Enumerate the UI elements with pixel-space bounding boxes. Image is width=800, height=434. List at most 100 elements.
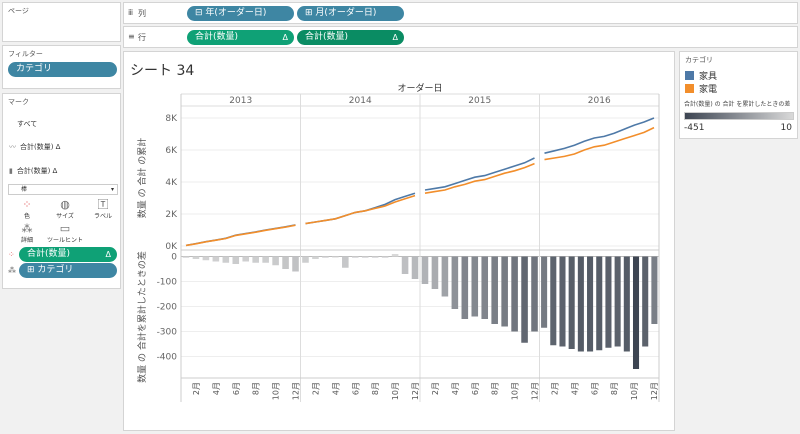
difference-bar [521, 256, 528, 343]
difference-bar [531, 256, 538, 332]
bottom-y-axis-title: 数量 の 合計を累計したときの差 [136, 251, 148, 383]
row-pill-sum-2-label: 合計(数量) [305, 32, 349, 42]
collapse-minus-icon: ⊟ [195, 8, 203, 18]
series-line-家電 [424, 162, 535, 194]
difference-bar [651, 256, 658, 324]
difference-bar [232, 256, 240, 264]
difference-bar [461, 256, 469, 319]
marks-sum-bar-label: 合計(数量) Δ [16, 167, 58, 175]
month-tick-label: 6月 [590, 382, 599, 395]
month-tick-label: 8月 [610, 382, 619, 395]
year-header: 2015 [468, 96, 491, 106]
difference-bar [596, 256, 603, 351]
month-tick-label: 12月 [292, 382, 301, 400]
y-tick-label: 2K [165, 210, 178, 220]
difference-bar [322, 256, 329, 258]
marks-title: マーク [8, 98, 29, 106]
month-tick-label: 12月 [531, 382, 540, 400]
difference-bar [342, 256, 349, 268]
legend-item-furniture[interactable]: 家具 [685, 69, 717, 82]
color-dots-icon: ⁘ [22, 198, 32, 211]
difference-bar [401, 256, 409, 274]
difference-bar [411, 256, 419, 279]
color-button[interactable]: ⁘ 色 [5, 198, 49, 220]
difference-bar [421, 256, 429, 284]
text-label-icon: 🅃 [97, 198, 109, 211]
legend-swatch [685, 84, 694, 93]
difference-bar [587, 256, 594, 352]
difference-bar [568, 256, 575, 349]
detail-encoding-icon: ⁂ [8, 266, 16, 275]
legend-item-label: 家電 [699, 85, 718, 95]
month-tick-label: 2月 [550, 382, 559, 395]
marks-pill-category[interactable]: ⊞ カテゴリ [19, 263, 117, 278]
delta-icon: Δ [392, 33, 398, 42]
filter-pill-label: カテゴリ [16, 64, 53, 74]
legend-item-appliance[interactable]: 家電 [685, 82, 717, 95]
difference-bar [182, 256, 190, 258]
row-pill-sum-2[interactable]: 合計(数量) Δ [297, 30, 404, 45]
difference-bar [302, 256, 309, 263]
series-line-家具 [305, 192, 416, 225]
pages-card: ページ [2, 2, 121, 42]
difference-bar [441, 256, 449, 297]
y-tick-label: 0K [165, 242, 178, 252]
gradient-min: -451 [684, 123, 705, 133]
detail-button-label: 詳細 [20, 237, 33, 244]
columns-label: 列 [138, 9, 146, 18]
difference-bar [212, 256, 220, 262]
difference-bar [192, 256, 200, 259]
filters-card: フィルター カテゴリ [2, 45, 121, 89]
chart-svg[interactable]: オーダー日 2013 2014 2015 2016 0K 2K 4K 6K 8K 0 -100 -200… [124, 52, 674, 430]
pages-title: ページ [8, 7, 29, 15]
column-pill-month[interactable]: ⊞ 月(オーダー日) [297, 6, 404, 21]
month-tick-label: 4月 [212, 382, 221, 395]
marks-card: マーク すべて 〰 合計(数量) Δ ▮ 合計(数量) Δ 棒 ▾ ⁘ 色 ◍ … [2, 93, 121, 289]
difference-bar [491, 256, 498, 324]
y-tick-label: 8K [165, 114, 178, 124]
delta-icon: Δ [282, 33, 288, 42]
difference-bar [614, 256, 621, 347]
expand-plus-icon: ⊞ [305, 8, 313, 18]
size-button[interactable]: ◍ サイズ [43, 198, 87, 220]
columns-icon: ⅲ [128, 8, 134, 17]
row-pill-sum-1[interactable]: 合計(数量) Δ [187, 30, 294, 45]
rows-shelf: ≡ 行 合計(数量) Δ 合計(数量) Δ [123, 26, 798, 48]
legend-swatch [685, 71, 694, 80]
difference-bar [541, 256, 548, 328]
detail-button[interactable]: ⁂ 詳細 [5, 222, 49, 244]
color-button-label: 色 [23, 213, 30, 220]
series-line-家具 [424, 157, 535, 191]
marks-pill-sum[interactable]: 合計(数量) Δ [19, 247, 117, 262]
difference-bar [623, 256, 630, 352]
marks-all[interactable]: すべて [17, 119, 37, 129]
difference-bar [642, 256, 649, 347]
y-tick-label: -200 [157, 303, 178, 313]
month-tick-label: 12月 [650, 382, 659, 400]
month-tick-label: 4月 [570, 382, 579, 395]
difference-bar [262, 256, 269, 263]
year-header: 2013 [229, 96, 252, 106]
y-tick-label: -300 [157, 328, 178, 338]
difference-bar [481, 256, 489, 319]
line-icon: 〰 [9, 143, 16, 151]
filter-pill-category[interactable]: カテゴリ [8, 62, 117, 77]
month-tick-label: 10月 [391, 382, 400, 400]
marks-sum-line[interactable]: 〰 合計(数量) Δ [9, 142, 60, 152]
column-pill-year[interactable]: ⊟ 年(オーダー日) [187, 6, 294, 21]
tooltip-button[interactable]: ▭ ツールヒント [43, 222, 87, 244]
gradient-bar [684, 112, 794, 120]
month-tick-label: 10月 [630, 382, 639, 400]
gradient-title: 合計(数量) の 合計 を累計したときの差 [684, 101, 791, 108]
marks-sum-bar[interactable]: ▮ 合計(数量) Δ [9, 166, 57, 176]
difference-bar [361, 256, 369, 258]
month-tick-label: 6月 [232, 382, 241, 395]
series-line-家電 [544, 126, 655, 161]
month-tick-label: 10月 [272, 382, 281, 400]
legend-title: カテゴリ [685, 56, 713, 64]
mark-type-dropdown[interactable]: 棒 ▾ [8, 184, 118, 195]
label-button[interactable]: 🅃 ラベル [81, 198, 125, 220]
y-tick-label: -400 [157, 353, 178, 363]
detail-dots-icon: ⁂ [21, 222, 33, 235]
difference-bar [252, 256, 259, 263]
